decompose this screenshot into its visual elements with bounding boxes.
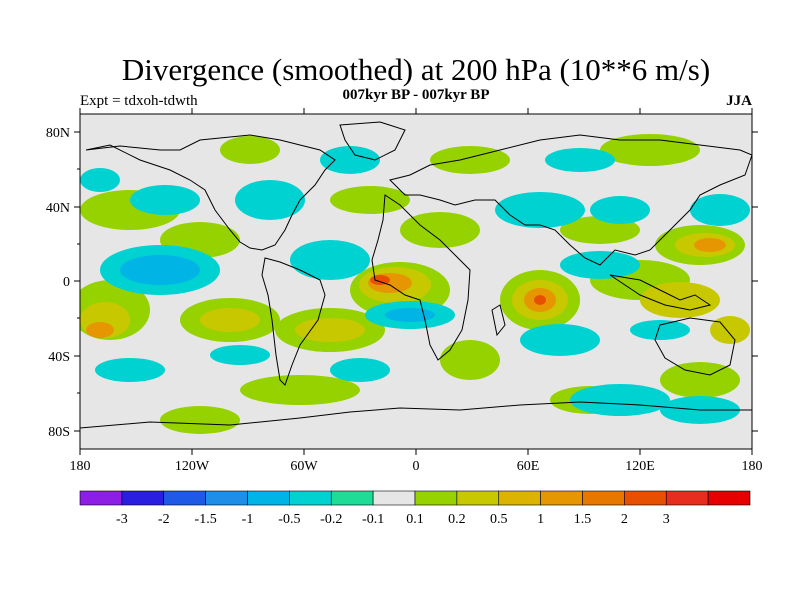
colorbar-label: 3 [663,512,670,527]
antarctica-coast [80,401,752,429]
colorbar-swatch [456,490,500,506]
south-america-coast [261,257,326,386]
colorbar-swatch [624,490,667,506]
lon-tick-label: 180 [70,459,91,474]
lon-tick-label: 60E [517,459,540,474]
colorbar-label: -0.5 [278,512,300,527]
lat-tick-label: 0 [63,275,70,290]
colorbar-label: 1 [537,512,544,527]
colorbar-label: 0.2 [448,512,466,527]
colorbar-swatch [372,490,416,506]
colorbar-swatch [205,490,248,506]
colorbar-swatch [414,490,458,506]
latitude-axis: 80N 40N 0 40S 80S [46,126,758,440]
eurasia-coast [389,134,752,266]
colorbar-swatch [247,490,290,506]
colorbar-swatch [498,490,541,506]
colorbar-swatch [289,490,332,506]
divergence-field [80,134,750,434]
colorbar-label: -0.1 [362,512,384,527]
colorbar-label: 1.5 [574,512,592,527]
madagascar-coast [491,304,506,337]
lon-tick-label: 120E [625,459,655,474]
colorbar-label: 2 [621,512,628,527]
lon-tick-label: 0 [413,459,420,474]
colorbar-swatch [330,490,374,506]
australia-coast [654,317,736,376]
colorbar-label: -3 [116,512,128,527]
colorbar-label: -2 [158,512,170,527]
colorbar-swatch [582,490,625,506]
colorbar-swatch [79,490,123,506]
colorbar-label: -1 [242,512,254,527]
longitude-axis: 180 120W 60W 0 60E 120E 180 [70,108,763,474]
colorbar: -3 -2 -1.5 -1 -0.5 -0.2 -0.1 0.1 0.2 0.5 1 1.5 2 3 [79,490,751,527]
colorbar-label: 0.5 [490,512,508,527]
africa-eurasia-coast [371,194,471,361]
season-label: JJA [726,93,752,109]
lat-tick-label: 80S [48,425,70,440]
colorbar-swatch [707,490,751,506]
map-subtitle: 007kyr BP - 007kyr BP [342,87,490,103]
lat-tick-label: 80N [46,126,70,141]
colorbar-swatch [665,490,709,506]
lat-tick-label: 40S [48,350,70,365]
lat-tick-label: 40N [46,201,70,216]
colorbar-swatch [540,490,583,506]
lon-tick-label: 180 [742,459,763,474]
colorbar-swatch [121,490,165,506]
map-title: Divergence (smoothed) at 200 hPa (10**6 … [121,52,711,87]
colorbar-label: -1.5 [195,512,217,527]
lon-tick-label: 60W [290,459,318,474]
lon-tick-label: 120W [175,459,210,474]
colorbar-label: 0.1 [406,512,424,527]
maritime-asia-coast [609,274,712,311]
colorbar-label: -0.2 [320,512,342,527]
greenland-coast [339,121,406,161]
divergence-negative-areas [80,146,750,424]
north-america-coast [85,134,336,251]
experiment-label: Expt = tdxoh-tdwth [80,93,198,109]
map-panel [79,113,753,450]
colorbar-swatch [163,490,206,506]
coastlines [80,121,752,429]
